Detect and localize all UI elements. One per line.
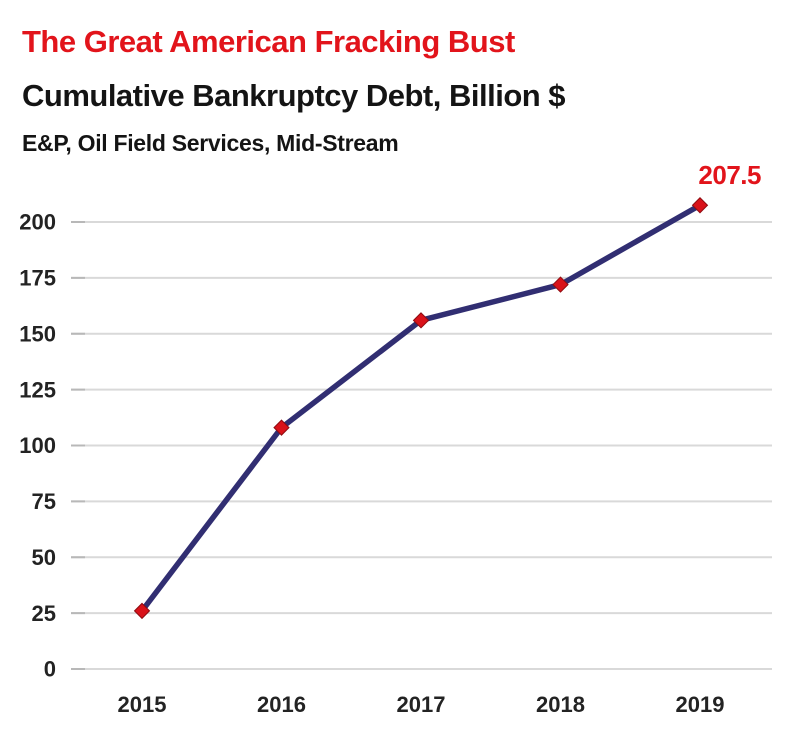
last-point-value-label: 207.5 [698, 160, 761, 190]
trend-line [139, 202, 703, 614]
x-tick-label: 2015 [118, 692, 167, 717]
y-tick-label: 175 [19, 266, 56, 291]
x-tick-label: 2016 [257, 692, 306, 717]
data-point-marker [691, 197, 709, 214]
y-tick-label: 0 [44, 657, 56, 682]
x-tick-label: 2019 [676, 692, 725, 717]
y-tick-label: 25 [32, 601, 56, 626]
data-point-marker [412, 312, 430, 329]
y-tick-label: 50 [32, 545, 56, 570]
y-tick-label: 75 [32, 489, 56, 514]
chart-subtitle: Cumulative Bankruptcy Debt, Billion $ [22, 78, 566, 113]
y-tick-label: 125 [19, 377, 56, 402]
y-tick-label: 100 [19, 433, 56, 458]
y-tick-label: 150 [19, 321, 56, 346]
chart-title: The Great American Fracking Bust [22, 24, 515, 59]
y-tick-label: 200 [19, 210, 56, 235]
chart-note: E&P, Oil Field Services, Mid-Stream [22, 130, 399, 156]
data-point-marker [552, 276, 569, 293]
data-point-marker [133, 602, 151, 620]
x-tick-label: 2018 [536, 692, 585, 717]
x-tick-label: 2017 [397, 692, 446, 717]
data-point-marker [273, 419, 290, 436]
